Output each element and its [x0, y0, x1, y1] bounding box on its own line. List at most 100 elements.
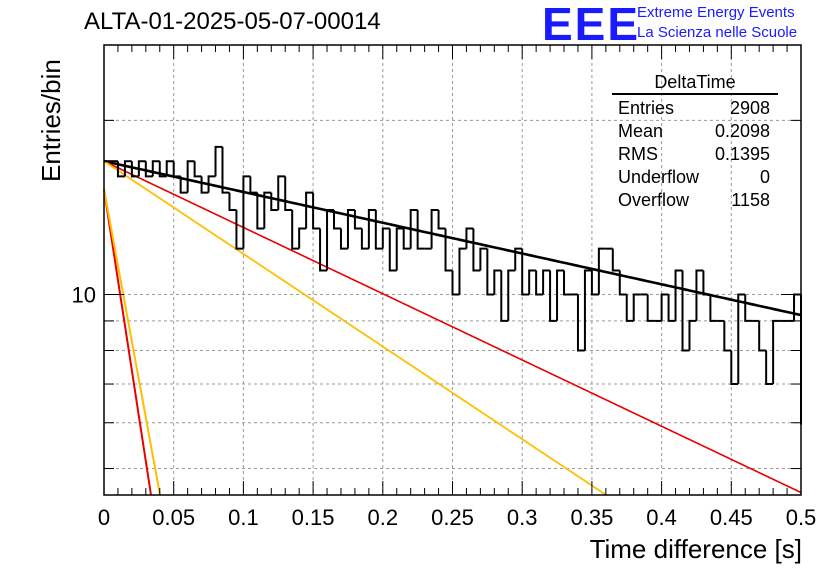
histogram-bin [472, 228, 481, 272]
histogram-bin [674, 269, 683, 321]
histogram-bin [451, 270, 460, 296]
histogram-bin [723, 320, 732, 352]
histogram-bin [765, 350, 774, 386]
histogram-bin [730, 350, 739, 386]
x-axis-label: Time difference [s] [589, 534, 802, 564]
histogram-bin [144, 161, 153, 178]
histogram-bin [681, 270, 690, 352]
histogram-bin [305, 191, 314, 229]
x-tick-label: 0 [98, 505, 110, 530]
histogram-bin [193, 161, 202, 178]
fit-curve-orange-fast [103, 189, 161, 496]
histogram-bin [597, 247, 606, 295]
stats-row-overflow: Overflow 1158 [618, 190, 770, 210]
x-tick-label: 0.15 [292, 505, 335, 530]
histogram-bin [583, 269, 592, 351]
histogram-bin [353, 209, 362, 230]
histogram-bin [709, 294, 718, 322]
eee-logo: EEE [542, 0, 641, 50]
histogram-bin [137, 160, 146, 177]
histogram-bin [688, 319, 697, 351]
histogram-bin [409, 208, 418, 249]
histogram-bin [312, 192, 321, 230]
histogram-bin [298, 227, 307, 249]
histogram-bin [319, 228, 328, 272]
histogram-bin [611, 248, 620, 272]
histogram-bin [186, 160, 195, 193]
x-tick-label: 0.1 [228, 505, 259, 530]
stats-row-entries: Entries 2908 [618, 98, 770, 118]
y-axis-label: Entries/bin [36, 59, 66, 182]
histogram-bin [632, 293, 641, 321]
histogram-bin [486, 248, 495, 296]
x-tick-label: 0.35 [570, 505, 613, 530]
histogram-bin [618, 270, 627, 296]
fit-curves [103, 159, 802, 496]
histogram-bin [479, 247, 488, 271]
histogram-bin [130, 161, 139, 178]
stats-box: DeltaTime Entries 2908 Mean 0.2098 RMS 0.13… [612, 72, 778, 212]
histogram-bin [346, 208, 355, 249]
fit-curve-red-fast [103, 189, 152, 496]
x-tick-label: 0.45 [710, 505, 753, 530]
histogram-bin [402, 228, 411, 250]
histogram-bin [514, 247, 523, 271]
histogram-bin [249, 176, 258, 194]
histogram-bin [214, 145, 223, 177]
histogram-bin [367, 208, 376, 249]
histogram-bin [360, 228, 369, 250]
histogram-bin [123, 160, 132, 177]
histogram-bin [590, 270, 599, 296]
histogram-bin [667, 294, 676, 322]
x-tick-label: 0.25 [431, 505, 474, 530]
x-tick-label: 0.5 [786, 505, 817, 530]
x-tick-label: 0.2 [368, 505, 399, 530]
histogram-bin [758, 320, 767, 352]
x-tick-label: 0.4 [646, 505, 677, 530]
histogram-bin [535, 270, 544, 296]
histogram-bin [625, 294, 634, 322]
histogram-bin [326, 208, 335, 271]
histogram-bin [507, 269, 516, 321]
histogram-bin [563, 270, 571, 296]
histogram-bin [646, 294, 655, 322]
histogram-bin [172, 161, 181, 178]
histogram-bin [737, 293, 746, 385]
histogram-bin [200, 176, 209, 194]
histogram-bin [270, 192, 279, 211]
stats-title: DeltaTime [612, 72, 778, 95]
histogram-bin [576, 294, 585, 352]
histogram-bin [333, 209, 341, 230]
histogram-bin [493, 269, 502, 295]
histogram-bin [165, 160, 174, 177]
histogram-bin [416, 209, 425, 250]
histogram-bin [221, 146, 230, 194]
histogram-bin [395, 227, 404, 271]
histogram-bin [458, 247, 467, 295]
histogram-bin [430, 208, 439, 249]
histogram-bin [528, 269, 537, 295]
histogram-bin [500, 270, 509, 322]
histogram-bin [744, 294, 753, 322]
stats-row-underflow: Underflow 0 [618, 167, 770, 187]
histogram [104, 145, 802, 425]
histogram-bin [207, 175, 216, 193]
stats-row-mean: Mean 0.2098 [618, 121, 770, 141]
tick-labels: 0 0.05 0.1 0.15 0.2 0.25 0.3 0.35 0.4 0.45 0.5 10 [72, 282, 817, 530]
histogram-bin [542, 269, 551, 295]
histogram-bin [179, 176, 188, 194]
histogram-bin [793, 293, 801, 321]
histogram-bin [284, 176, 293, 211]
histogram-bin [521, 248, 530, 296]
histogram-bin [291, 209, 300, 250]
x-tick-label: 0.05 [152, 505, 195, 530]
histogram-bin [388, 228, 397, 272]
histogram-bin [437, 209, 446, 230]
histogram-bin [702, 270, 711, 296]
y-tick-label: 10 [72, 282, 96, 307]
histogram-bin [235, 209, 244, 250]
histogram-bin [263, 191, 272, 229]
histogram-bin [444, 228, 453, 272]
histogram-bin [549, 270, 558, 322]
